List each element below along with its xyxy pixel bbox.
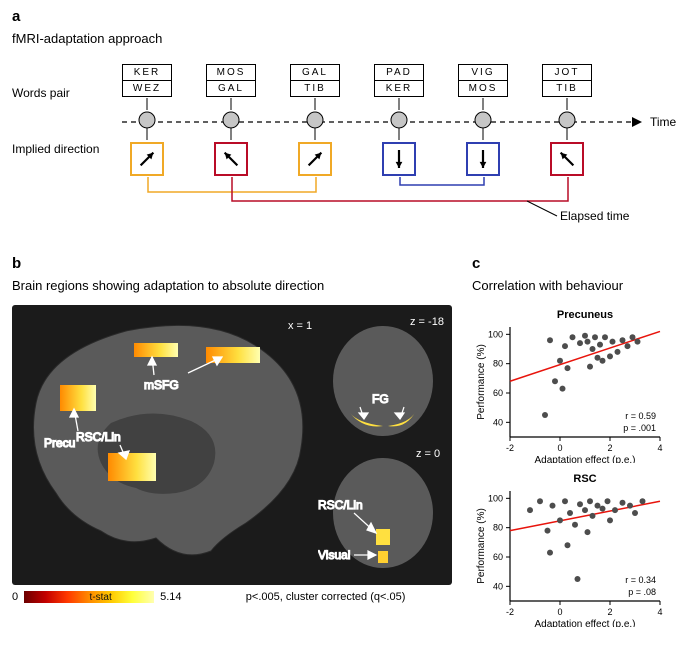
svg-text:40: 40	[493, 581, 503, 591]
panel-c-label: c	[472, 255, 672, 272]
svg-text:Adaptation effect (p.e.): Adaptation effect (p.e.)	[535, 619, 636, 627]
svg-text:4: 4	[657, 443, 662, 453]
implied-direction-label: Implied direction	[12, 142, 99, 156]
panel-b: b Brain regions showing adaptation to ab…	[12, 255, 462, 603]
sagittal-brain: Precu mSFG RSC/Lin x = 1	[16, 313, 316, 573]
word-top: MOS	[206, 64, 256, 81]
svg-text:2: 2	[607, 443, 612, 453]
panel-a: a fMRI-adaptation approach Words pair Im…	[12, 8, 672, 214]
panel-c-title: Correlation with behaviour	[472, 278, 672, 293]
svg-text:0: 0	[557, 607, 562, 617]
svg-text:x = 1: x = 1	[288, 320, 312, 332]
colorbar-row: 0 5.14 t-stat p<.005, cluster corrected …	[12, 591, 462, 603]
svg-text:-2: -2	[506, 443, 514, 453]
arrow-icon	[134, 146, 160, 172]
axial-brains: z = -18 FG z = 0 RSC/Lin Visual	[318, 311, 448, 571]
svg-text:100: 100	[488, 329, 503, 339]
colorbar-max: 5.14	[160, 591, 181, 603]
arrow-icon	[302, 146, 328, 172]
svg-text:r = 0.34: r = 0.34	[625, 575, 656, 585]
svg-text:100: 100	[488, 493, 503, 503]
brain-composite: Precu mSFG RSC/Lin x = 1 z = -18	[12, 305, 452, 585]
svg-text:Visual: Visual	[318, 548, 350, 562]
stats-text: p<.005, cluster corrected (q<.05)	[246, 591, 406, 603]
svg-text:60: 60	[493, 388, 503, 398]
svg-text:Time: Time	[650, 115, 677, 129]
word-pair: MOSGAL	[206, 64, 256, 97]
svg-text:-2: -2	[506, 607, 514, 617]
svg-text:Performance (%): Performance (%)	[476, 508, 487, 584]
panel-b-label: b	[12, 255, 462, 272]
colorbar-min: 0	[12, 591, 18, 603]
direction-box	[214, 142, 248, 176]
word-top: KER	[122, 64, 172, 81]
colorbar-label: t-stat	[90, 592, 112, 603]
scatter-plots: Precuneus -2 0 2 4 40 60 80 100Adaptatio…	[472, 309, 672, 627]
trials-row: KERWEZ MOSGAL GALTIB	[122, 64, 642, 204]
panel-a-label: a	[12, 8, 672, 25]
svg-text:4: 4	[657, 607, 662, 617]
svg-text:RSC/Lin: RSC/Lin	[76, 430, 121, 444]
direction-box	[298, 142, 332, 176]
svg-text:FG: FG	[372, 392, 389, 406]
svg-text:Elapsed time: Elapsed time	[560, 209, 630, 223]
svg-text:0: 0	[557, 443, 562, 453]
svg-text:RSC/Lin: RSC/Lin	[318, 498, 363, 512]
word-bottom: TIB	[290, 81, 340, 97]
direction-box	[382, 142, 416, 176]
panel-b-title: Brain regions showing adaptation to abso…	[12, 278, 462, 293]
svg-text:Adaptation effect (p.e.): Adaptation effect (p.e.)	[535, 455, 636, 463]
word-bottom: GAL	[206, 81, 256, 97]
arrow-icon	[218, 146, 244, 172]
scatter-plot: Precuneus -2 0 2 4 40 60 80 100Adaptatio…	[472, 309, 666, 463]
word-pair: GALTIB	[290, 64, 340, 97]
words-pair-label: Words pair	[12, 86, 70, 100]
svg-text:80: 80	[493, 359, 503, 369]
svg-text:Precu: Precu	[44, 436, 75, 450]
arrow-icon	[470, 146, 496, 172]
svg-text:z = 0: z = 0	[416, 448, 440, 460]
svg-text:60: 60	[493, 552, 503, 562]
svg-text:2: 2	[607, 607, 612, 617]
svg-text:40: 40	[493, 417, 503, 427]
svg-text:80: 80	[493, 523, 503, 533]
arrow-icon	[386, 146, 412, 172]
scatter-plot: RSC -2 0 2 4 40 60 80 100Adaptation effe…	[472, 473, 666, 627]
panel-a-diagram: Words pair Implied direction Time Elapse…	[12, 64, 672, 214]
plot-svg: -2 0 2 4 40 60 80 100 Adaptation effect (…	[472, 473, 666, 627]
word-pair: KERWEZ	[122, 64, 172, 97]
panel-a-title: fMRI-adaptation approach	[12, 31, 672, 46]
svg-text:r = 0.59: r = 0.59	[625, 411, 656, 421]
svg-text:Performance (%): Performance (%)	[476, 344, 487, 420]
svg-text:z = -18: z = -18	[410, 316, 444, 328]
arrow-icon	[554, 146, 580, 172]
svg-text:mSFG: mSFG	[144, 378, 179, 392]
word-bottom: MOS	[458, 81, 508, 97]
word-pair: PADKER	[374, 64, 424, 97]
word-bottom: KER	[374, 81, 424, 97]
direction-box	[466, 142, 500, 176]
direction-box	[130, 142, 164, 176]
word-top: JOT	[542, 64, 592, 81]
direction-box	[550, 142, 584, 176]
word-pair: VIGMOS	[458, 64, 508, 97]
word-top: VIG	[458, 64, 508, 81]
plot-svg: -2 0 2 4 40 60 80 100 Adaptation effect (…	[472, 309, 666, 463]
word-bottom: WEZ	[122, 81, 172, 97]
word-bottom: TIB	[542, 81, 592, 97]
svg-text:p = .001: p = .001	[623, 423, 656, 433]
word-top: GAL	[290, 64, 340, 81]
svg-text:p = .08: p = .08	[628, 587, 656, 597]
panel-c: c Correlation with behaviour Precuneus -…	[472, 255, 672, 637]
word-pair: JOTTIB	[542, 64, 592, 97]
word-top: PAD	[374, 64, 424, 81]
